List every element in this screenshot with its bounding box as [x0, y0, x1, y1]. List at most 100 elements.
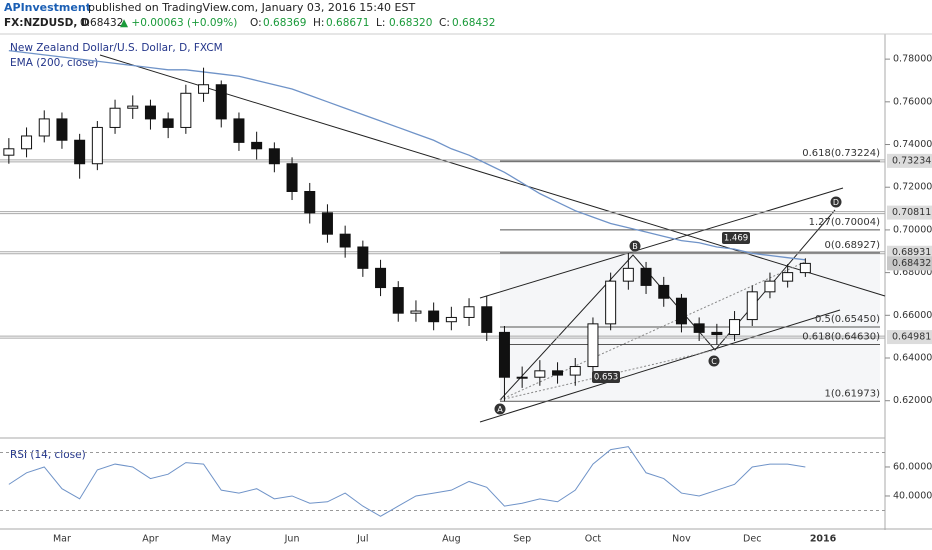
x-tick-label: Oct	[585, 534, 602, 545]
x-tick-label: Jul	[356, 534, 368, 545]
level-label-bg	[887, 330, 932, 345]
x-tick-label: Sep	[513, 534, 531, 545]
ratio-label: 0.653	[594, 373, 618, 383]
channel-line	[479, 309, 841, 423]
published: published on TradingView.com, January 03…	[88, 1, 415, 14]
candle-body	[693, 323, 705, 333]
ohlc-key: C:	[439, 17, 450, 29]
chart-title: New Zealand Dollar/U.S. Dollar, D, FXCM	[10, 42, 223, 54]
trend-line	[99, 54, 886, 297]
candle-body	[711, 331, 723, 336]
ohlc-key: H:	[313, 17, 324, 29]
candle-body	[410, 310, 422, 314]
ohlc-key: O:	[250, 17, 262, 29]
x-tick-label: Nov	[672, 534, 691, 545]
fib-label: 0.5(0.65450)	[815, 314, 880, 325]
candle-body	[498, 331, 510, 378]
candle-body	[392, 287, 404, 314]
ohlc-value: 0.68369	[263, 17, 306, 29]
level-label: 0.70811	[892, 207, 931, 218]
rsi-title: RSI (14, close)	[10, 449, 86, 461]
candle-body	[605, 280, 617, 325]
change: ▲ +0.00063 (+0.09%)	[120, 17, 237, 29]
fib-label: 0.618(0.64630)	[802, 332, 880, 343]
candle-body	[658, 284, 670, 299]
ohlc-key: L:	[376, 17, 385, 29]
candle-body	[746, 291, 758, 321]
ema-legend: EMA (200, close)	[10, 57, 98, 69]
rsi-line	[8, 446, 806, 517]
y-tick-label: 0.62000	[893, 395, 932, 406]
ohlc-value: 0.68671	[326, 17, 369, 29]
candle-body	[38, 118, 50, 137]
pattern-point	[629, 240, 641, 252]
y-tick-label: 0.76000	[893, 96, 932, 107]
candle-body	[552, 370, 564, 376]
y-tick-label: 0.74000	[893, 139, 932, 150]
y-tick-label: 0.70000	[893, 224, 932, 235]
candle-body	[198, 84, 210, 94]
pattern-label: C	[711, 357, 717, 366]
candle-body	[516, 376, 528, 379]
ratio-label: 1.469	[724, 234, 748, 244]
pattern-label: B	[632, 242, 638, 251]
candle-body	[463, 306, 475, 318]
fib-label: 0.618(0.73224)	[802, 148, 880, 159]
pattern-point	[830, 196, 842, 208]
candle-body	[109, 107, 121, 128]
y-tick-label: 0.66000	[893, 310, 932, 321]
y-tick-label: 0.72000	[893, 182, 932, 193]
candle-body	[375, 267, 387, 289]
candle-body	[3, 148, 15, 156]
candle-body	[339, 233, 351, 248]
ratio-bg	[722, 232, 750, 244]
level-label: 0.68931	[892, 247, 931, 258]
channel-line	[479, 187, 844, 299]
candle-body	[233, 118, 245, 143]
candle-body	[764, 280, 776, 293]
level-label-bg	[887, 245, 932, 260]
last: 0.68432	[80, 17, 123, 29]
candle-body	[215, 84, 227, 120]
level-label: 0.64981	[892, 332, 931, 343]
pattern-label: D	[833, 198, 839, 207]
fib-label: 1.27(0.70004)	[809, 217, 881, 228]
y-tick-label: 0.78000	[893, 54, 932, 65]
x-tick-label: May	[211, 534, 231, 545]
candle-body	[74, 139, 86, 165]
ema-line	[8, 49, 806, 261]
candle-body	[640, 267, 652, 286]
candle-body	[21, 135, 33, 150]
candle-body	[162, 118, 174, 128]
candle-body	[91, 126, 103, 165]
x-tick-label: Dec	[743, 534, 761, 545]
candle-body	[180, 92, 192, 128]
last-price-label: 0.68432	[892, 258, 931, 269]
candle-body	[445, 316, 457, 323]
fib-label: 1(0.61973)	[824, 388, 880, 399]
candle-body	[622, 267, 634, 282]
pattern-point	[708, 355, 720, 367]
y-tick-label: 0.68000	[893, 267, 932, 278]
candle-body	[127, 105, 139, 109]
candle-body	[428, 310, 440, 323]
rsi-tick-label: 40.0000	[893, 490, 932, 501]
level-label-bg	[887, 153, 932, 168]
level-label: 0.73234	[892, 155, 931, 166]
rsi-tick-label: 60.0000	[893, 461, 932, 472]
author: APInvestment	[4, 1, 91, 14]
last-price-bg	[887, 256, 932, 271]
ohlc-value: 0.68432	[452, 17, 495, 29]
pattern-label: A	[497, 405, 503, 414]
candle-body	[357, 246, 369, 269]
x-tick-label: Aug	[442, 534, 461, 545]
fib-label: 0(0.68927)	[824, 240, 880, 251]
candle-body	[799, 262, 811, 274]
x-tick-label: Jun	[284, 534, 300, 545]
candle-body	[144, 105, 156, 120]
pattern-point	[494, 403, 506, 415]
symbol: FX:NZDUSD, D	[4, 17, 90, 29]
ohlc-value: 0.68320	[389, 17, 432, 29]
x-tick-label: 2016	[810, 534, 837, 545]
candle-body	[304, 190, 316, 214]
